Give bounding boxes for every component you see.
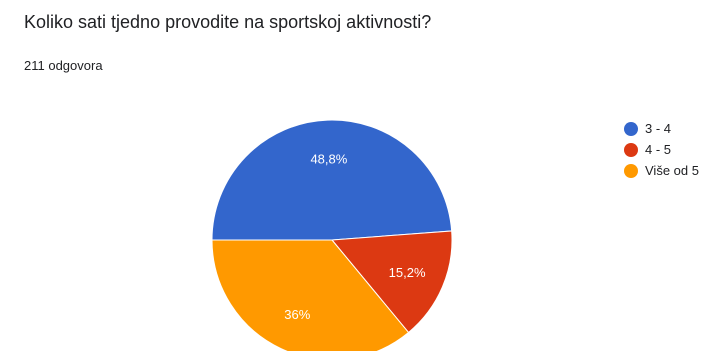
slice-4-5[interactable] [330,230,453,334]
legend-label: 3 - 4 [645,121,672,136]
data-label-3-4: 48,8% [310,152,347,167]
legend-label: 4 - 5 [645,142,672,157]
legend-item-4-5[interactable]: 4 - 5 [624,139,699,160]
legend: 3 - 4 4 - 5 Više od 5 [624,118,699,181]
slice-vise-od-5[interactable] [211,239,410,351]
question-title: Koliko sati tjedno provodite na sportsko… [24,12,432,32]
legend-label: Više od 5 [645,163,699,178]
response-count: 211 odgovora [24,58,103,73]
legend-swatch-4-5 [624,142,638,157]
slice-3-4[interactable] [211,119,453,241]
data-label-vise-od-5: 36% [284,307,310,322]
legend-swatch-3-4 [624,121,638,136]
data-label-4-5: 15,2% [389,265,426,280]
legend-item-3-4[interactable]: 3 - 4 [624,118,699,139]
legend-swatch-vise-od-5 [624,163,638,178]
legend-item-vise-od-5[interactable]: Više od 5 [624,160,699,181]
